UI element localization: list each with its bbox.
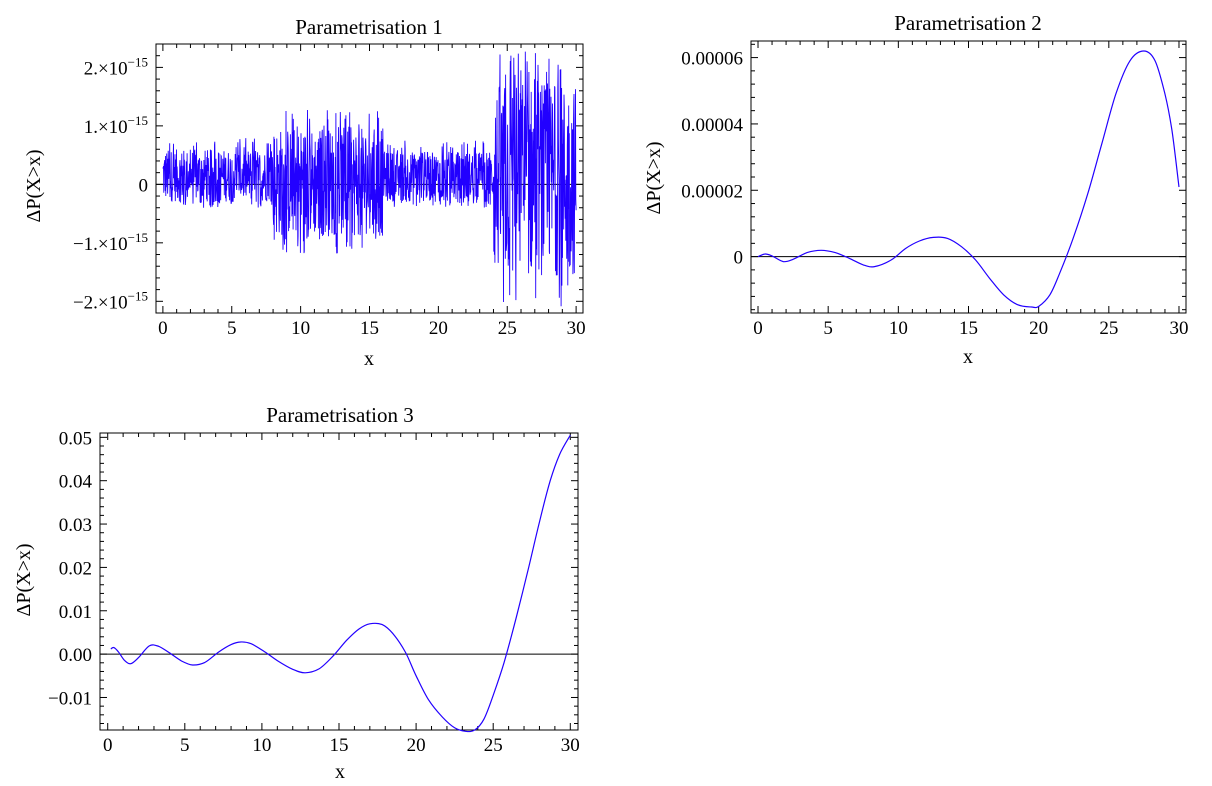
y-tick-label: 0.01 — [59, 602, 92, 623]
x-tick-label: 0 — [158, 318, 168, 339]
y-tick-label: 0.02 — [59, 558, 92, 579]
chart-panel-1: Parametrisation 1 x ΔP(X>x) 0 5 10 15 20 25 30… — [23, 15, 586, 370]
x-tick-label: 20 — [407, 735, 426, 756]
y-tick-label: 0.04 — [59, 472, 93, 493]
x-tick-label: 10 — [889, 318, 908, 339]
x-tick-label: 20 — [429, 318, 448, 339]
y-tick-label: 0.00006 — [681, 49, 743, 70]
x-axis-label: x — [364, 348, 374, 370]
y-tick-label: −2.×10−15 — [73, 288, 148, 313]
x-tick-label: 25 — [1099, 318, 1118, 339]
y-tick-label: 0 — [734, 248, 744, 269]
x-axis-label: x — [335, 761, 345, 783]
x-tick-label: 30 — [1169, 318, 1188, 339]
x-tick-label: 5 — [227, 318, 237, 339]
y-tick-label: 2.×10−15 — [84, 54, 148, 79]
series-line — [162, 51, 577, 307]
x-axis-label: x — [963, 346, 973, 368]
series-line — [757, 50, 1180, 309]
y-axis-label: ΔP(X>x) — [643, 141, 665, 214]
y-tick-label: 0 — [139, 175, 149, 196]
x-tick-label: 25 — [484, 735, 503, 756]
x-tick-label: 5 — [823, 318, 833, 339]
y-tick-label: 1.×10−15 — [84, 113, 148, 138]
y-tick-label: 0.00002 — [681, 181, 743, 202]
x-tick-label: 5 — [180, 735, 190, 756]
chart-panel-2: Parametrisation 2 x ΔP(X>x) 0 5 10 15 20 25 30… — [643, 11, 1188, 368]
y-tick-label: −0.01 — [48, 688, 92, 709]
y-axis-label: ΔP(X>x) — [23, 149, 45, 222]
chart-title: Parametrisation 3 — [266, 403, 414, 427]
x-tick-label: 15 — [959, 318, 978, 339]
chart-panel-3: Parametrisation 3 x ΔP(X>x) 0 5 10 15 20 25 30… — [13, 403, 580, 783]
chart-title: Parametrisation 2 — [894, 11, 1042, 35]
x-tick-label: 25 — [498, 318, 517, 339]
x-tick-label: 10 — [252, 735, 271, 756]
x-tick-label: 30 — [561, 735, 580, 756]
x-tick-label: 30 — [567, 318, 586, 339]
chart-title: Parametrisation 1 — [295, 15, 443, 39]
x-tick-label: 15 — [330, 735, 349, 756]
plot-frame — [99, 432, 579, 731]
y-tick-label: 0.00 — [59, 645, 92, 666]
x-tick-label: 15 — [360, 318, 379, 339]
y-axis-label: ΔP(X>x) — [13, 543, 35, 616]
y-tick-label: 0.05 — [59, 428, 92, 449]
series-line — [110, 434, 571, 733]
x-tick-label: 10 — [291, 318, 310, 339]
y-tick-label: 0.03 — [59, 515, 92, 536]
x-tick-label: 20 — [1029, 318, 1048, 339]
y-tick-label: 0.00004 — [681, 115, 743, 136]
x-tick-label: 0 — [103, 735, 113, 756]
x-tick-label: 0 — [753, 318, 763, 339]
y-tick-label: −1.×10−15 — [73, 230, 148, 255]
